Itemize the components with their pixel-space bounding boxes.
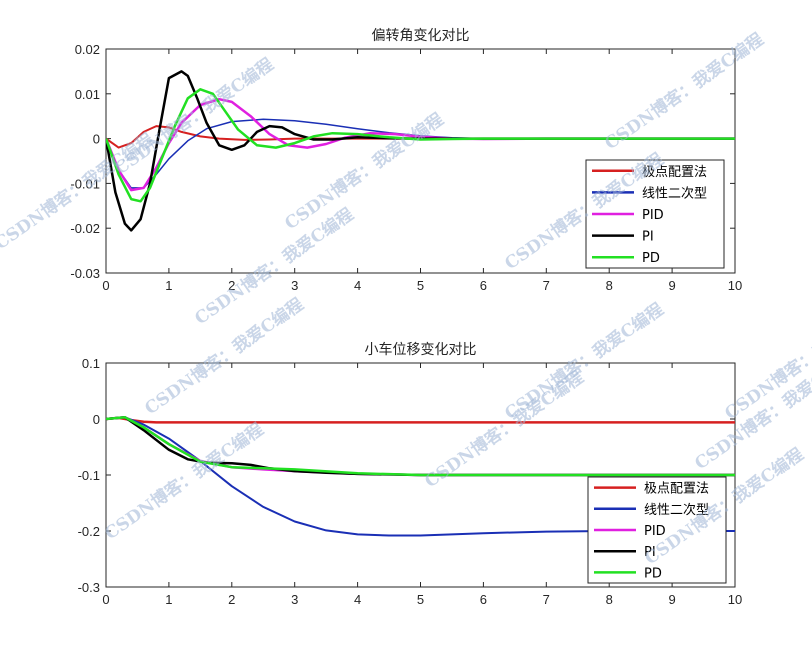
x-tick-label: 3	[291, 592, 298, 607]
legend-label: 线性二次型	[642, 185, 707, 201]
x-tick-label: 9	[668, 278, 675, 293]
chart-title: 小车位移变化对比	[365, 341, 477, 358]
y-tick-label: 0.1	[82, 356, 100, 371]
x-tick-label: 1	[165, 592, 172, 607]
series-line-5	[106, 88, 735, 203]
y-tick-label: 0	[93, 132, 100, 147]
x-tick-label: 6	[480, 278, 487, 293]
series-line-4	[106, 70, 735, 232]
chart-2: 小车位移变化对比 0 1 2 3 4 5 6 7 8 9 10 -0.3 -0.2 -0.1 0 0.1 极点配置…	[78, 341, 743, 607]
y-tick-label: -0.03	[70, 266, 100, 281]
x-tick-label: 4	[354, 278, 361, 293]
y-tick-label: 0	[93, 412, 100, 427]
legend-label: 极点配置法	[642, 165, 707, 180]
chart-title: 偏转角变化对比	[372, 28, 470, 44]
y-tick-label: -0.2	[78, 524, 100, 539]
y-tick-label: -0.3	[78, 580, 100, 595]
x-tick-label: 3	[291, 278, 298, 293]
x-tick-label: 7	[543, 592, 550, 607]
x-tick-label: 9	[668, 592, 675, 607]
legend-label: 线性二次型	[644, 502, 709, 518]
legend-label: PID	[644, 524, 666, 539]
x-tick-label: 0	[102, 278, 109, 293]
series-group	[106, 70, 735, 232]
legend-label: PI	[642, 230, 654, 245]
x-tick-label: 5	[417, 592, 424, 607]
x-tick-label: 4	[354, 592, 361, 607]
legend-label: PD	[642, 251, 660, 266]
x-tick-label: 6	[480, 592, 487, 607]
series-group	[106, 416, 735, 537]
x-tick-label: 2	[228, 278, 235, 293]
x-tick-label: 5	[417, 278, 424, 293]
series-line-2	[106, 416, 735, 537]
x-tick-label: 10	[728, 278, 742, 293]
x-tick-label: 2	[228, 592, 235, 607]
y-tick-label: 0.02	[75, 42, 100, 57]
legend-label: 极点配置法	[644, 482, 709, 497]
x-tick-label: 8	[606, 278, 613, 293]
x-tick-label: 1	[165, 278, 172, 293]
y-tick-label: -0.01	[70, 176, 100, 191]
series-line-1	[106, 125, 735, 149]
x-tick-label: 0	[102, 592, 109, 607]
series-line-5	[106, 416, 735, 477]
x-tick-label: 10	[728, 592, 742, 607]
chart-1: 偏转角变化对比 0 1 2 3 4 5 6 7 8 9 10 -0.03 -0.02 -0.01 0 0.01 0…	[70, 28, 742, 293]
legend-label: PI	[644, 545, 656, 560]
legend-label: PD	[644, 566, 662, 581]
y-tick-label: -0.02	[70, 221, 100, 236]
x-tick-label: 7	[543, 278, 550, 293]
x-tick-label: 8	[606, 592, 613, 607]
y-tick-label: -0.1	[78, 468, 100, 483]
legend-label: PID	[642, 208, 664, 223]
y-tick-label: 0.01	[75, 87, 100, 102]
